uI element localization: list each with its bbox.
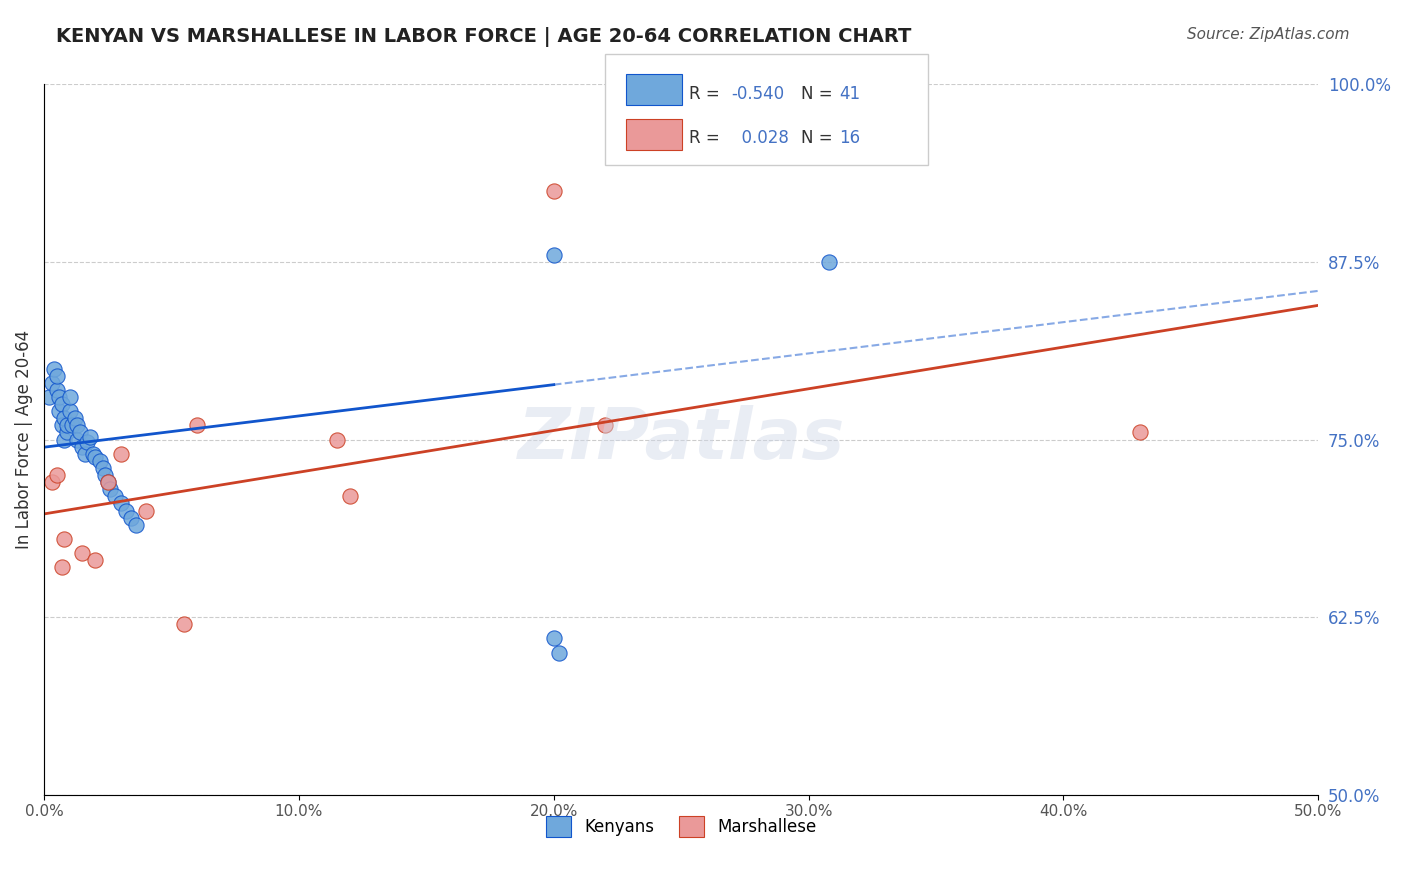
Point <box>84 450 107 464</box>
Point <box>186 418 208 433</box>
Point <box>66 418 89 433</box>
Text: Source: ZipAtlas.com: Source: ZipAtlas.com <box>1187 27 1350 42</box>
Point <box>58 404 80 418</box>
Text: ZIPatlas: ZIPatlas <box>517 405 845 474</box>
Text: 16: 16 <box>839 129 860 147</box>
Point <box>51 560 73 574</box>
Point <box>104 489 127 503</box>
Point <box>91 461 114 475</box>
Point <box>543 184 565 198</box>
Point <box>98 483 121 497</box>
Point <box>1129 425 1152 440</box>
Y-axis label: In Labor Force | Age 20-64: In Labor Force | Age 20-64 <box>15 330 32 549</box>
Point <box>60 418 83 433</box>
Point <box>135 503 157 517</box>
Point <box>547 646 569 660</box>
Point <box>38 390 60 404</box>
Point <box>82 447 104 461</box>
Point <box>125 517 148 532</box>
Point <box>41 376 63 390</box>
Point <box>543 248 565 262</box>
Point <box>53 433 76 447</box>
Point <box>51 418 73 433</box>
Point <box>76 435 98 450</box>
Point <box>69 425 91 440</box>
Point <box>48 390 70 404</box>
Point <box>72 440 94 454</box>
Point <box>593 418 616 433</box>
Point <box>44 361 66 376</box>
Point <box>63 411 86 425</box>
Text: -0.540: -0.540 <box>731 85 785 103</box>
Point <box>48 404 70 418</box>
Text: N =: N = <box>801 85 838 103</box>
Point <box>818 255 841 269</box>
Point <box>110 496 132 510</box>
Text: KENYAN VS MARSHALLESE IN LABOR FORCE | AGE 20-64 CORRELATION CHART: KENYAN VS MARSHALLESE IN LABOR FORCE | A… <box>56 27 911 46</box>
Point <box>45 383 67 397</box>
Point <box>120 510 142 524</box>
Point <box>173 617 195 632</box>
Point <box>45 468 67 483</box>
Point <box>114 503 136 517</box>
Text: R =: R = <box>689 85 725 103</box>
Point <box>79 430 101 444</box>
Point <box>339 489 361 503</box>
Point <box>97 475 120 490</box>
Point <box>84 553 107 567</box>
Point <box>53 532 76 546</box>
Text: 41: 41 <box>839 85 860 103</box>
Point <box>94 468 117 483</box>
Point <box>810 134 832 148</box>
Point <box>45 368 67 383</box>
Legend: Kenyans, Marshallese: Kenyans, Marshallese <box>538 810 824 843</box>
Text: N =: N = <box>801 129 838 147</box>
Point <box>110 447 132 461</box>
Text: R =: R = <box>689 129 725 147</box>
Point <box>543 632 565 646</box>
Point <box>89 454 111 468</box>
Point <box>56 425 79 440</box>
Point <box>53 411 76 425</box>
Point <box>66 433 89 447</box>
Point <box>56 418 79 433</box>
Point <box>58 390 80 404</box>
Point <box>326 433 349 447</box>
Point <box>72 546 94 560</box>
Point <box>97 475 120 490</box>
Point <box>73 447 96 461</box>
Point <box>41 475 63 490</box>
Point <box>51 397 73 411</box>
Text: 0.028: 0.028 <box>731 129 789 147</box>
